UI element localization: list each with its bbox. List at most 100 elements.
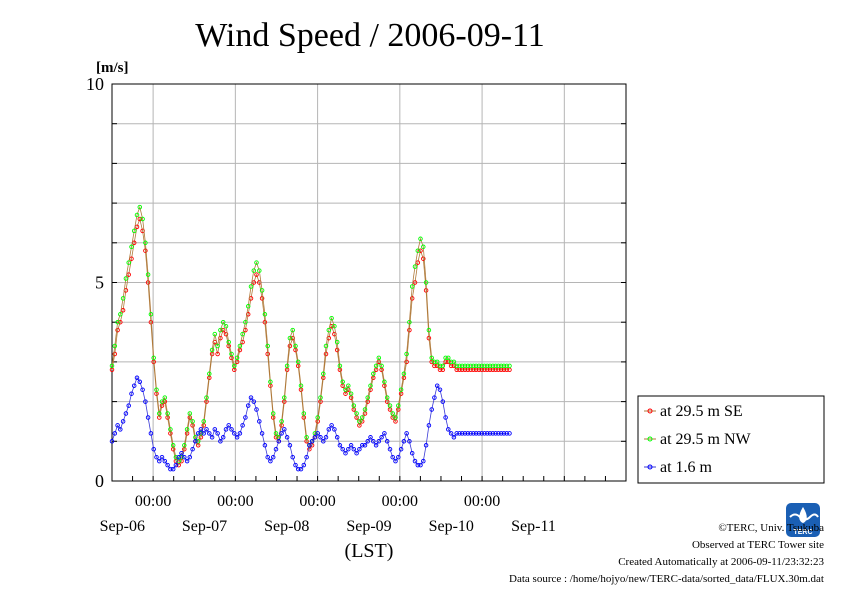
data-point [415,462,421,468]
data-point [157,458,162,464]
data-point [451,359,457,365]
data-point [284,435,290,440]
data-point [201,419,206,424]
data-point [348,443,354,448]
data-point [468,363,473,369]
data-point [226,423,231,428]
data-point [323,343,329,349]
data-point [501,431,507,436]
data-point [273,446,279,452]
data-point [162,395,168,400]
data-point [426,423,432,428]
data-point [234,435,240,440]
data-point [390,411,395,416]
data-point [184,427,190,432]
data-point [507,431,512,436]
data-point [215,431,220,436]
data-point [182,443,187,448]
data-point [290,327,295,333]
data-point [243,319,248,325]
data-point [148,431,154,436]
data-point [254,260,259,265]
legend-label: at 29.5 m SE [660,403,743,420]
data-point [332,331,337,337]
data-point [187,454,193,460]
data-point [265,454,270,460]
data-point [482,363,487,369]
data-point [346,383,351,388]
footer-observed: Observed at TERC Tower site [692,539,824,551]
data-point [362,443,368,448]
data-point [109,439,115,444]
data-point [507,363,512,369]
data-point [421,458,426,464]
data-point [259,296,265,301]
data-point [143,240,148,246]
data-point [409,450,415,456]
data-point [201,431,206,436]
data-point [462,363,468,369]
data-point [307,443,312,448]
data-point [376,439,382,444]
data-point [309,439,315,444]
data-point [209,347,215,353]
data-point [496,363,501,369]
data-point [343,387,348,392]
data-point [218,327,223,333]
data-point [318,395,323,400]
data-point [170,443,176,448]
data-point [143,248,148,253]
x-tick-labels: 00:00 00:00 00:00 00:00 00:00 Sep-06 Sep-07 Sep… [100,493,556,535]
data-point [443,415,448,420]
data-point [371,371,376,377]
data-point [145,280,151,285]
data-point [293,462,298,468]
data-point [131,383,137,388]
data-point [423,280,429,285]
data-point [254,407,259,412]
data-point [279,431,284,436]
data-point [382,379,387,385]
data-point [426,335,432,341]
data-point [134,212,140,218]
data-point [359,443,365,448]
data-point [151,355,156,361]
data-point [376,355,382,361]
series-line [111,205,510,462]
data-point [304,454,309,460]
data-point [485,363,490,369]
data-point [390,454,395,460]
data-point [220,319,226,325]
data-point [143,399,148,404]
data-point [357,446,362,452]
data-point [387,446,393,452]
data-point [190,446,195,452]
data-point [407,327,412,333]
data-point [429,355,434,361]
data-point [229,427,234,432]
data-point [337,363,343,369]
data-point [131,228,137,234]
data-point [423,443,429,448]
data-point [393,458,398,464]
data-point [440,399,446,404]
data-point [498,363,504,369]
data-point [334,339,340,345]
legend-label: at 1.6 m [660,459,713,476]
data-point [332,427,337,432]
data-point [407,439,412,444]
data-point [398,446,404,452]
data-point [204,395,209,400]
data-point [165,462,170,468]
data-point [412,264,418,269]
data-point [282,427,287,432]
data-point [190,419,195,424]
data-point [168,427,173,432]
data-point [220,435,226,440]
chart-title: Wind Speed / 2006-09-11 [195,17,545,54]
x-time-tick-label: 00:00 [464,493,500,510]
data-point [379,435,384,440]
data-point [487,431,493,436]
data-point [115,319,120,325]
